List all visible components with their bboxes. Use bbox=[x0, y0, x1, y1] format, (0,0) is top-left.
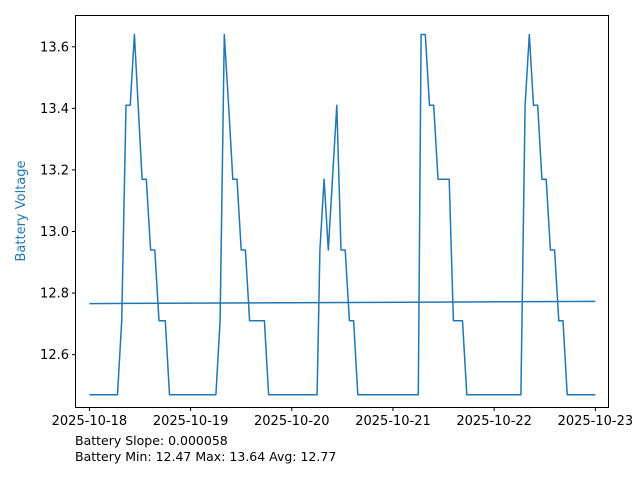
y-tick-label: 13.0 bbox=[40, 225, 69, 240]
battery-stats-text: Battery Min: 12.47 Max: 13.64 Avg: 12.77 bbox=[75, 449, 337, 464]
x-tick-label: 2025-10-23 bbox=[558, 414, 634, 429]
x-tick-label: 2025-10-18 bbox=[52, 414, 128, 429]
plot-frame bbox=[75, 15, 609, 408]
battery-voltage-chart: 2025-10-18 2025-10-19 2025-10-20 2025-10-21… bbox=[14, 15, 633, 429]
x-axis: 2025-10-18 2025-10-19 2025-10-20 2025-10-21… bbox=[52, 407, 633, 429]
x-tick-label: 2025-10-22 bbox=[456, 414, 532, 429]
x-tick-label: 2025-10-21 bbox=[355, 414, 431, 429]
x-tick-label: 2025-10-19 bbox=[153, 414, 229, 429]
y-axis-label: Battery Voltage bbox=[14, 160, 29, 261]
y-tick-label: 13.4 bbox=[40, 102, 69, 117]
y-axis: 12.6 12.8 13.0 13.2 13.4 13.6 bbox=[40, 40, 76, 363]
battery-slope-text: Battery Slope: 0.000058 bbox=[75, 433, 228, 448]
battery-voltage-line bbox=[89, 33, 596, 396]
y-tick-label: 13.2 bbox=[40, 163, 69, 178]
trend-line bbox=[89, 300, 596, 305]
y-tick-label: 13.6 bbox=[40, 40, 69, 55]
y-tick-label: 12.6 bbox=[40, 348, 69, 363]
x-tick-label: 2025-10-20 bbox=[254, 414, 330, 429]
y-tick-label: 12.8 bbox=[40, 287, 69, 302]
series-layer bbox=[89, 33, 596, 396]
